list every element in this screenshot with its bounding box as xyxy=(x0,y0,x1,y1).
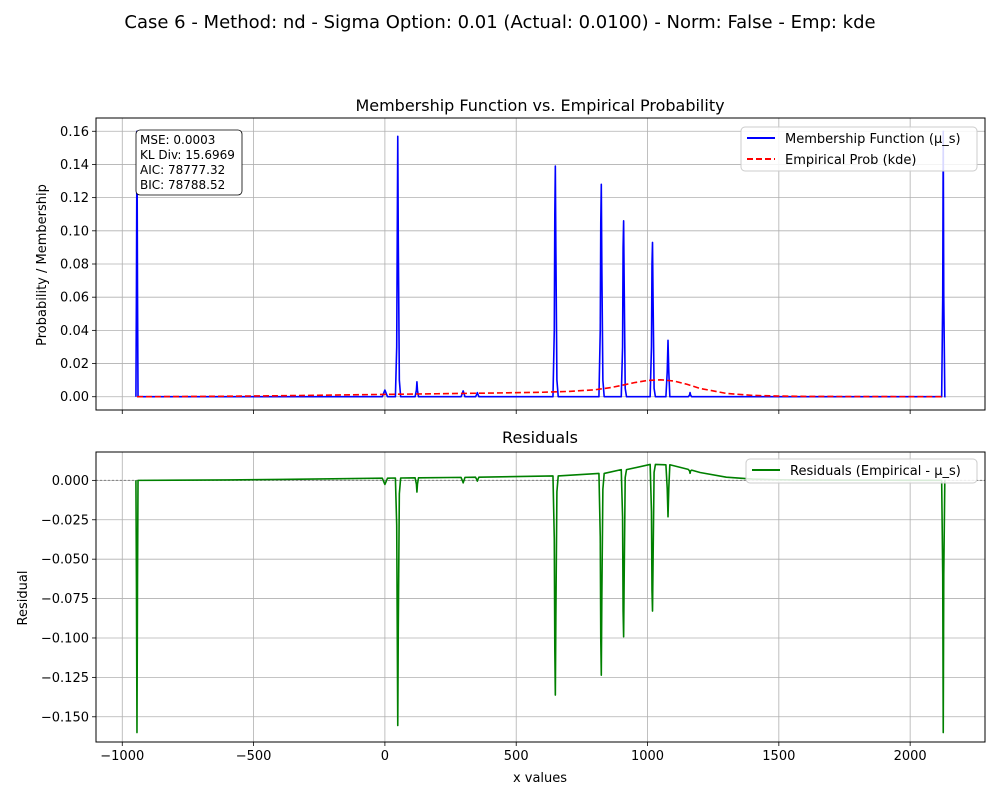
residuals-grid xyxy=(96,452,985,742)
figure-suptitle: Case 6 - Method: nd - Sigma Option: 0.01… xyxy=(124,12,876,33)
membership-ytick-label: 0.00 xyxy=(60,390,89,405)
residuals-xtick-label: 1000 xyxy=(631,749,664,764)
legend-label-membership: Membership Function (μ_s) xyxy=(785,132,961,147)
legend-label-empirical: Empirical Prob (kde) xyxy=(785,153,917,168)
residuals-xtick-label: 2000 xyxy=(894,749,927,764)
residuals-ytick-label: −0.075 xyxy=(41,592,89,607)
residuals-xtick-label: 500 xyxy=(504,749,529,764)
membership-ytick-label: 0.04 xyxy=(60,324,89,339)
membership-ytick-label: 0.02 xyxy=(60,357,89,372)
membership-series-0-line xyxy=(135,130,946,398)
residuals-series-0-line xyxy=(135,463,946,734)
legend-label-residuals: Residuals (Empirical - μ_s) xyxy=(790,464,961,479)
residuals-axes: Residuals Residual x values −1000 −500 0 50… xyxy=(16,428,986,786)
annotation-line-aic: AIC: 78777.32 xyxy=(140,163,225,177)
membership-series-1-line xyxy=(136,379,944,398)
stats-annotation-box: MSE: 0.0003 KL Div: 15.6969 AIC: 78777.3… xyxy=(135,129,243,196)
annotation-line-mse: MSE: 0.0003 xyxy=(140,133,215,147)
membership-ytick-label: 0.10 xyxy=(60,224,89,239)
membership-ytick-label: 0.16 xyxy=(60,125,89,140)
residuals-xtick-label: 0 xyxy=(381,749,389,764)
residuals-ytick-label: −0.050 xyxy=(41,553,89,568)
membership-ytick-label: 0.06 xyxy=(60,291,89,306)
membership-axes-ylabel: Probability / Membership xyxy=(35,184,50,346)
residuals-xtick-label: −1000 xyxy=(100,749,144,764)
residuals-ticks: −1000 −500 0 500 1000 1500 2000 0.000 −0.025 −0.0… xyxy=(41,474,927,764)
residuals-series-layer xyxy=(135,463,946,734)
membership-legend: Membership Function (μ_s) Empirical Prob… xyxy=(740,126,978,172)
residuals-ytick-label: −0.150 xyxy=(41,710,89,725)
membership-ytick-label: 0.08 xyxy=(60,258,89,273)
residuals-ytick-label: −0.025 xyxy=(41,513,89,528)
membership-ytick-label: 0.14 xyxy=(60,158,89,173)
residuals-xtick-label: 1500 xyxy=(762,749,795,764)
membership-axes-frame xyxy=(95,117,986,411)
residuals-ytick-label: −0.100 xyxy=(41,631,89,646)
residuals-ytick-label: −0.125 xyxy=(41,671,89,686)
residuals-legend: Residuals (Empirical - μ_s) xyxy=(745,458,978,484)
residuals-axes-xlabel: x values xyxy=(513,771,567,786)
residuals-xtick-label: −500 xyxy=(236,749,272,764)
residuals-axes-frame xyxy=(95,451,986,743)
annotation-line-bic: BIC: 78788.52 xyxy=(140,178,225,192)
membership-axes-title: Membership Function vs. Empirical Probab… xyxy=(355,96,724,115)
residuals-axes-title: Residuals xyxy=(502,428,578,447)
membership-ytick-label: 0.12 xyxy=(60,191,89,206)
membership-axes: Membership Function vs. Empirical Probab… xyxy=(35,96,986,414)
residuals-axes-ylabel: Residual xyxy=(16,571,31,626)
membership-series-layer xyxy=(135,130,946,398)
membership-ticks: 0.00 0.02 0.04 0.06 0.08 0.10 0.12 0.14 0.16 xyxy=(60,125,911,414)
residuals-ytick-label: 0.000 xyxy=(52,474,89,489)
annotation-line-kl: KL Div: 15.6969 xyxy=(140,148,235,162)
